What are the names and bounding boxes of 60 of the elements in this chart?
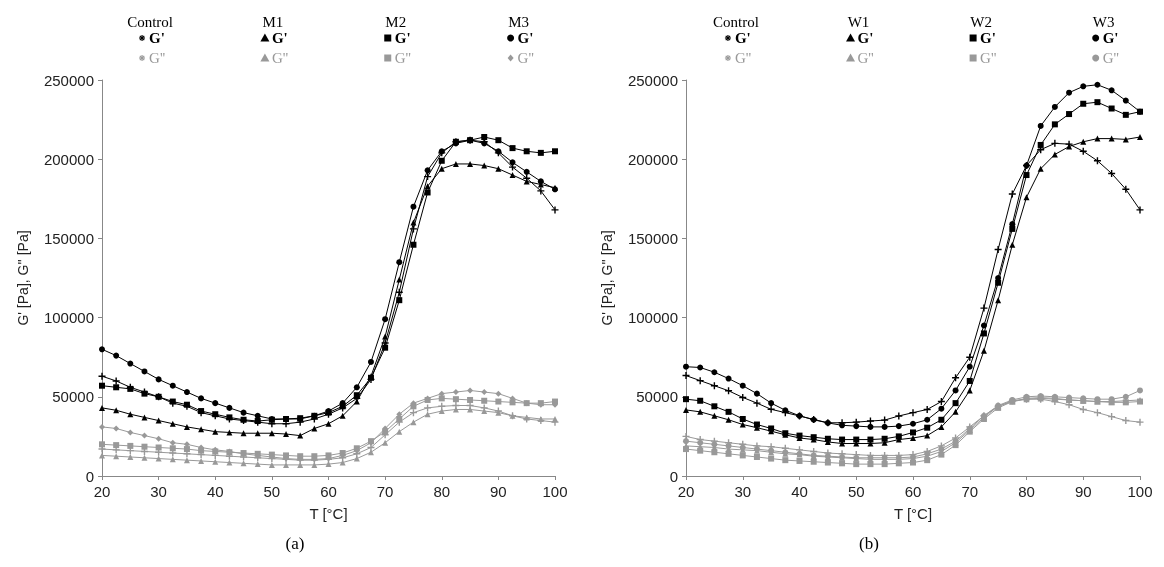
legend-label: G' [1102,30,1119,46]
legend-label: G'' [149,50,166,66]
legend-label: G'' [1102,50,1120,66]
x-tick-label: 80 [433,483,451,500]
text: M1 [262,14,284,30]
y-tick-label: 250000 [627,71,678,89]
x-tick-label: 90 [490,483,507,500]
y-tick-label: 150000 [43,229,94,247]
x-tick-label: 60 [320,483,337,500]
x-tick-label: 30 [734,483,752,500]
legend-label: G'' [271,50,289,66]
x-tick-label: 40 [206,483,224,500]
legend-label: G'' [517,50,535,66]
x-tick-label: 80 [1018,483,1035,500]
y-tick-label: 150000 [627,229,678,247]
legend-label: G'' [857,50,875,66]
y-tick-label: 200000 [43,150,94,168]
x-tick-label: 40 [791,483,808,500]
text: W2 [970,14,992,30]
text: W3 [1092,14,1115,30]
x-tick-label: 100 [542,483,568,500]
y-tick-label: 50000 [636,388,678,406]
y-axis-title: G' [Pa], G'' [Pa] [15,230,31,326]
legend-label: G'' [394,50,412,66]
text: (b) [859,534,879,553]
y-tick-label: 200000 [627,150,678,168]
y-tick-label: 250000 [43,71,94,89]
text: Control [713,14,759,30]
legend-label: G' [857,30,874,46]
text: M3 [508,14,530,30]
legend-label: G'' [734,50,752,66]
y-axis-title: G' [Pa], G'' [Pa] [599,230,615,326]
x-tick-label: 70 [376,483,394,500]
x-tick-label: 50 [847,483,865,500]
legend-label: G' [271,30,288,46]
legend-label: G' [517,30,534,46]
text: Control [127,14,173,30]
x-tick-label: 50 [263,483,281,500]
x-tick-label: 70 [961,483,979,500]
x-tick-label: 20 [93,483,111,500]
x-axis-title: T [°C] [309,505,348,522]
x-tick-label: 100 [1127,483,1153,500]
x-tick-label: 20 [677,483,695,500]
x-tick-label: 60 [904,483,922,500]
y-tick-label: 0 [85,467,94,485]
legend-label: G' [149,30,165,46]
y-tick-label: 100000 [627,309,678,327]
x-axis-title: T [°C] [893,505,933,522]
legend-label: G' [734,30,751,46]
y-tick-label: 100000 [43,309,94,327]
legend-label: G'' [980,50,997,66]
text: W1 [847,14,870,30]
x-tick-label: 30 [150,483,167,500]
text: (a) [285,534,305,553]
x-tick-label: 90 [1074,483,1092,500]
legend-label: G' [980,30,996,46]
text: M2 [385,14,407,30]
y-tick-label: 0 [669,467,678,485]
legend-label: G' [394,30,411,46]
y-tick-label: 50000 [52,388,94,406]
